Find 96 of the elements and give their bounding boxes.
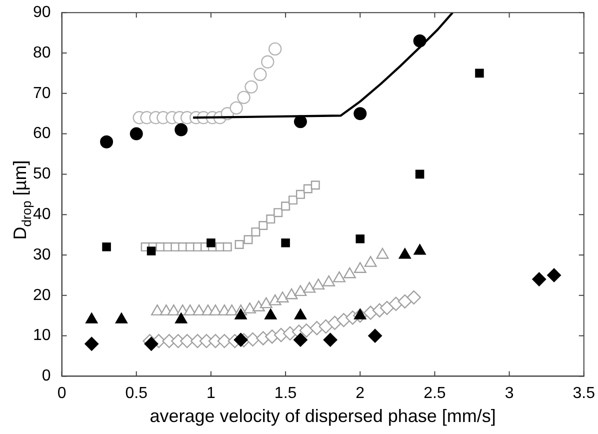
point [294,308,307,320]
point [406,290,421,305]
point [144,336,158,351]
x-tick-label: 1 [206,385,216,402]
point [294,285,307,296]
point [261,55,274,68]
point [293,332,308,347]
point [532,272,546,286]
point [312,278,325,290]
point [206,238,216,248]
point [364,256,377,267]
point [244,80,258,94]
point [184,304,196,316]
y-tick-label: 40 [33,206,51,224]
point [266,214,276,224]
point [294,115,307,128]
point [363,306,378,320]
x-tick-label: 0.5 [125,385,148,402]
point [398,248,412,259]
point [100,135,114,148]
y-tick-label: 80 [33,44,51,62]
point [343,267,356,278]
x-tick-label: 1.5 [274,385,297,402]
point [102,242,111,252]
y-tick-label: 10 [33,327,51,344]
point [274,208,283,218]
x-tick-label: 3 [504,385,514,402]
point [276,292,289,302]
point [281,202,290,211]
point [356,234,365,244]
point [209,304,222,316]
x-axis-title: average velocity of dispersed phase [mm/s] [150,406,496,426]
x-tick-label: 0 [57,385,66,402]
point [299,323,314,338]
point [388,296,404,311]
point [323,332,338,347]
point [336,312,351,328]
point [180,334,194,348]
y-tick-label: 70 [33,84,51,102]
point [217,334,232,348]
point [254,68,267,82]
point [115,312,128,324]
point [244,235,253,244]
point [354,262,366,273]
point [322,275,336,286]
point [310,180,320,190]
y-tick-label: 30 [33,246,51,264]
point [251,227,260,236]
point [167,304,180,316]
point [264,308,277,320]
point [333,271,346,282]
x-tick-label: 2.5 [424,385,446,402]
point [415,170,424,179]
point [547,268,562,282]
point [234,240,244,249]
point [151,304,164,316]
y-tick-label: 60 [33,125,51,142]
y-tick-label: 50 [33,166,51,183]
point [285,288,298,300]
point [252,300,265,312]
point [84,336,99,351]
point [86,312,98,324]
point [130,127,143,140]
point [398,294,412,309]
x-tick-label: 2 [356,385,365,402]
point [354,308,366,320]
point [258,221,268,230]
point [230,101,243,115]
y-tick-label: 0 [42,368,51,385]
point [368,328,382,343]
point [296,190,305,199]
point [174,123,188,136]
y-tick-label: 90 [33,4,51,22]
point [354,107,367,120]
point [376,248,389,259]
point [222,242,232,252]
point [192,304,206,316]
point [146,246,156,256]
point [281,238,290,248]
point [288,196,298,205]
point [234,332,248,347]
point [414,244,426,255]
point [475,68,484,78]
point [303,282,316,293]
point [175,312,188,324]
point [244,302,256,314]
x-tick-label: 3.5 [572,385,596,402]
point [237,90,250,104]
point [380,300,394,316]
point [234,308,247,320]
y-tick-label: 20 [33,286,51,304]
point [260,297,272,308]
point [226,304,238,316]
point [318,319,333,334]
point [268,42,282,56]
point [246,332,260,347]
